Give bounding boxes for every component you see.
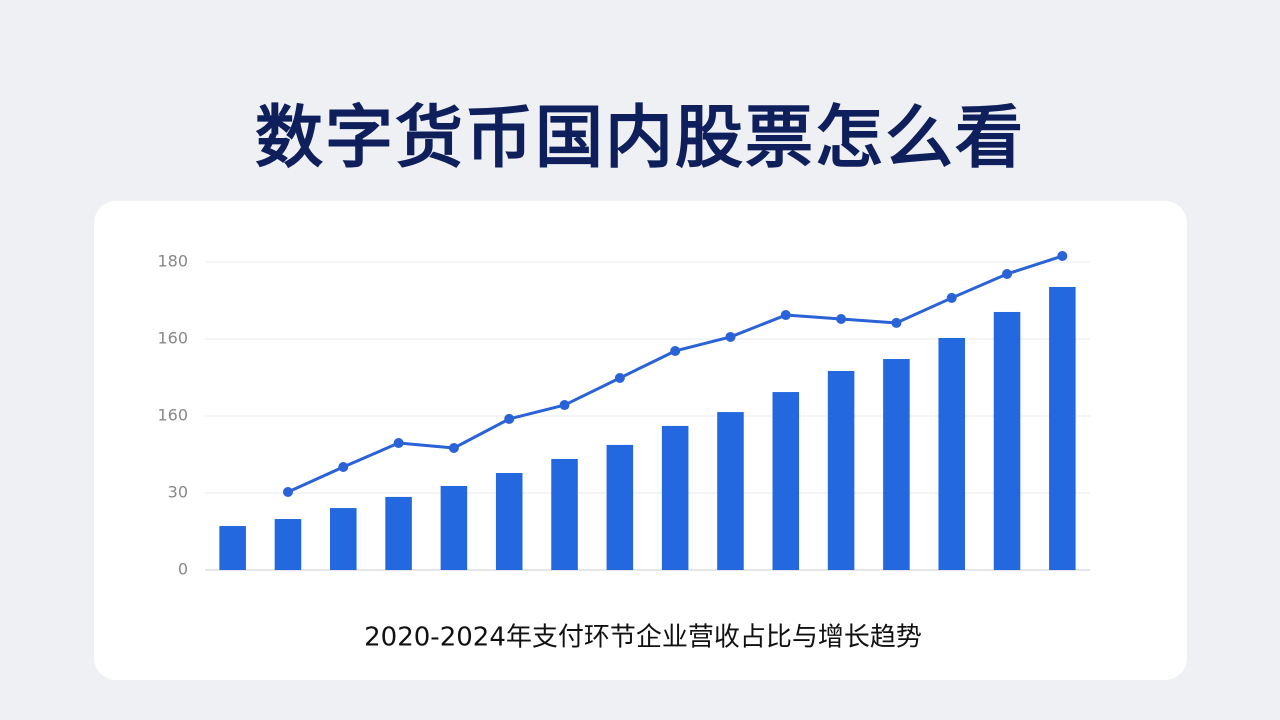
bar bbox=[219, 526, 246, 570]
y-tick-label: 180 bbox=[157, 252, 188, 271]
bar bbox=[772, 392, 800, 570]
bar bbox=[274, 519, 302, 570]
line-point bbox=[393, 438, 404, 449]
bar bbox=[495, 472, 523, 570]
line-point bbox=[448, 442, 459, 453]
bar bbox=[993, 311, 1021, 570]
bar bbox=[606, 444, 634, 570]
line-point bbox=[946, 292, 957, 303]
line-point bbox=[338, 461, 349, 472]
y-tick-label: 160 bbox=[157, 406, 188, 425]
line-point bbox=[725, 331, 736, 342]
line-point bbox=[504, 413, 515, 424]
y-tick-label: 160 bbox=[157, 329, 188, 348]
bar bbox=[440, 485, 468, 570]
bar bbox=[717, 412, 744, 570]
bar bbox=[938, 337, 965, 570]
bar bbox=[661, 425, 689, 570]
line-point bbox=[559, 400, 570, 411]
page-title: 数字货币国内股票怎么看 bbox=[254, 99, 1025, 178]
y-tick-label: 30 bbox=[168, 483, 188, 502]
bar bbox=[827, 370, 855, 570]
bar bbox=[551, 458, 578, 570]
line-point bbox=[1002, 268, 1013, 279]
line-point bbox=[1057, 251, 1068, 262]
line-point bbox=[282, 486, 293, 497]
bar bbox=[385, 496, 412, 570]
bar bbox=[1049, 286, 1076, 570]
y-tick-label: 0 bbox=[178, 560, 188, 579]
bar bbox=[330, 508, 357, 570]
line-point bbox=[836, 313, 847, 324]
chart-subtitle: 2020-2024年支付环节企业营收占比与增长趋势 bbox=[364, 623, 922, 653]
line-point bbox=[614, 373, 625, 384]
bar bbox=[883, 359, 910, 570]
line-point bbox=[670, 345, 681, 356]
line-point bbox=[891, 317, 902, 328]
line-point bbox=[780, 310, 791, 321]
